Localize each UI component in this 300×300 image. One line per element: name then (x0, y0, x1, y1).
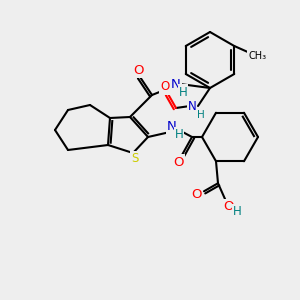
Text: H: H (175, 128, 183, 142)
Text: CH₃: CH₃ (248, 51, 266, 61)
Text: N: N (171, 77, 181, 91)
Text: O: O (191, 188, 201, 201)
Text: N: N (188, 100, 196, 112)
Text: H: H (197, 110, 205, 120)
Text: H: H (178, 85, 188, 98)
Text: S: S (131, 152, 139, 166)
Text: N: N (167, 121, 177, 134)
Text: O: O (160, 80, 169, 94)
Text: O: O (174, 155, 184, 169)
Text: H: H (232, 205, 242, 218)
Text: O: O (133, 64, 143, 76)
Text: O: O (223, 200, 233, 213)
